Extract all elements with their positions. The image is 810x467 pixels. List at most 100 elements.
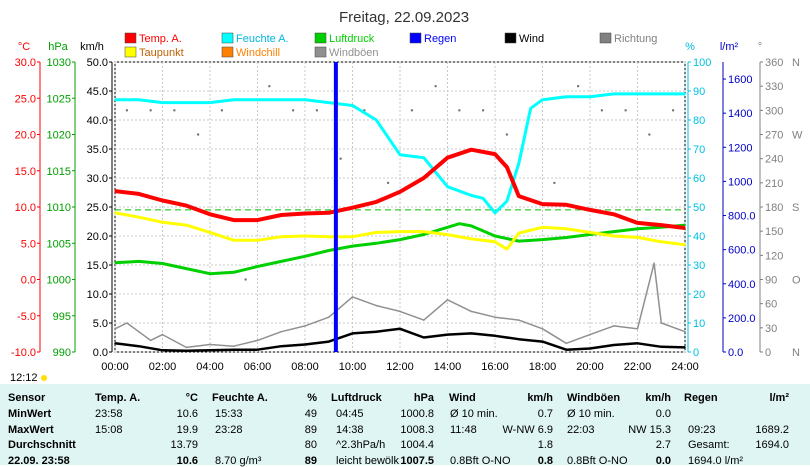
direction-tick-label: 300: [765, 105, 783, 117]
data-point: [375, 242, 378, 245]
temp-axis-unit: °C: [18, 41, 30, 53]
pressure-time: 04:45: [336, 408, 364, 420]
header-gust-unit: km/h: [645, 392, 671, 404]
data-point: [517, 338, 520, 341]
wind-value: 0.8: [537, 454, 553, 467]
humidity-tick-label: 0: [693, 347, 699, 359]
data-point: [494, 316, 496, 319]
data-point: [161, 262, 164, 265]
data-point: [399, 154, 401, 156]
data-point: [684, 227, 686, 229]
data-point: [327, 101, 330, 104]
direction-compass-label: O: [792, 275, 801, 287]
direction-sample: [600, 109, 603, 112]
legend-label: Luftdruck: [329, 33, 375, 45]
data-point: [209, 343, 211, 346]
legend-swatch: [409, 32, 422, 44]
series-line-feuchte-a-: [115, 92, 685, 215]
row-label: 22.09. 23:58: [8, 454, 70, 467]
legend-label: Temp. A.: [139, 33, 182, 45]
direction-sample: [339, 157, 342, 160]
humidity-time: 8.70 g/m³: [215, 454, 262, 467]
pressure-tick-label: 1020: [47, 130, 71, 142]
data-point: [209, 272, 211, 275]
direction-sample: [244, 278, 247, 281]
wind-tick-label: 0.0: [93, 347, 108, 359]
gust-value: 2.7: [655, 439, 671, 451]
data-point: [422, 156, 425, 159]
x-tick-label: 02:00: [149, 361, 177, 373]
data-point: [137, 193, 140, 195]
header-sensor: Sensor: [8, 392, 46, 404]
data-point: [612, 235, 615, 237]
rain-tick-label: 1600: [728, 74, 752, 86]
data-point: [506, 166, 508, 168]
pressure-tick-label: 995: [53, 311, 71, 323]
x-tick-label: 00:00: [101, 361, 129, 373]
rain-tick-label: 0.0: [728, 347, 743, 359]
x-tick-label: 24:00: [671, 361, 699, 373]
data-point: [565, 236, 568, 239]
data-point: [660, 241, 663, 243]
data-point: [209, 231, 211, 234]
temp-tick-label: 10.0: [15, 202, 36, 214]
wind-tick-label: 15.0: [87, 260, 108, 272]
legend-swatch: [221, 46, 234, 58]
wind-tick-label: 50.0: [87, 57, 108, 69]
header-wind: Wind: [449, 392, 476, 404]
data-point: [256, 219, 259, 221]
rain-tick-label: 1400: [728, 108, 752, 120]
pressure-axis-unit: hPa: [48, 41, 68, 53]
direction-sample: [672, 109, 675, 112]
direction-tick-label: 30: [765, 323, 777, 335]
data-point: [375, 119, 378, 121]
data-point: [185, 267, 188, 270]
humidity-value: 49: [304, 408, 317, 420]
data-point: [506, 200, 508, 202]
legend-label: Windchill: [236, 47, 280, 59]
humidity-value: 89: [304, 423, 317, 436]
wind-value: 0.7: [537, 408, 553, 420]
pressure-tick-label: 1005: [47, 238, 71, 250]
data-point: [494, 212, 496, 214]
wind-direction: W-NW 6.9: [502, 423, 553, 436]
rain-tick-label: 1200: [728, 142, 752, 154]
temp-tick-label: 0.0: [21, 275, 36, 287]
data-point: [529, 107, 532, 110]
data-point: [541, 203, 544, 205]
data-point: [304, 325, 306, 327]
legend-label: Windböen: [329, 47, 379, 59]
gust-time: Ø 10 min.: [567, 408, 615, 420]
data-point: [589, 96, 591, 98]
pressure-tick-label: 1010: [47, 202, 71, 214]
header-wind-unit: km/h: [527, 392, 553, 404]
chart-legend: Temp. A. Feuchte A. Luftdruck Regen Wind Rich…: [124, 32, 657, 59]
data-point: [327, 235, 330, 238]
data-point: [114, 328, 116, 330]
data-point: [280, 260, 283, 263]
data-point: [280, 330, 283, 333]
data-point: [280, 214, 283, 216]
data-point: [565, 96, 568, 98]
pressure-time: 14:38: [336, 423, 364, 436]
humidity-tick-label: 10: [693, 318, 705, 330]
data-point: [565, 348, 568, 351]
x-tick-label: 20:00: [576, 361, 604, 373]
temp-tick-label: -10.0: [11, 347, 36, 359]
data-point: [636, 227, 639, 230]
rain-tick-label: 1000: [728, 176, 752, 188]
temp-tick-label: 30.0: [15, 57, 36, 69]
wind-tick-label: 45.0: [87, 86, 108, 98]
data-point: [541, 226, 544, 229]
data-point: [351, 245, 354, 247]
temp-value: 10.6: [176, 408, 198, 420]
rain-time: Gesamt:: [688, 439, 730, 451]
data-point: [684, 243, 686, 246]
temp-value: 13.79: [170, 439, 198, 451]
data-point: [280, 345, 283, 348]
direction-sample: [624, 109, 627, 112]
legend-swatch: [599, 32, 612, 44]
direction-sample: [125, 109, 128, 112]
chart-axes: 00:00 02:00 04:00 06:00 08:00 10:00 12:00 14:00…: [10, 41, 803, 384]
pressure-time: leicht bewölk: [336, 454, 399, 467]
